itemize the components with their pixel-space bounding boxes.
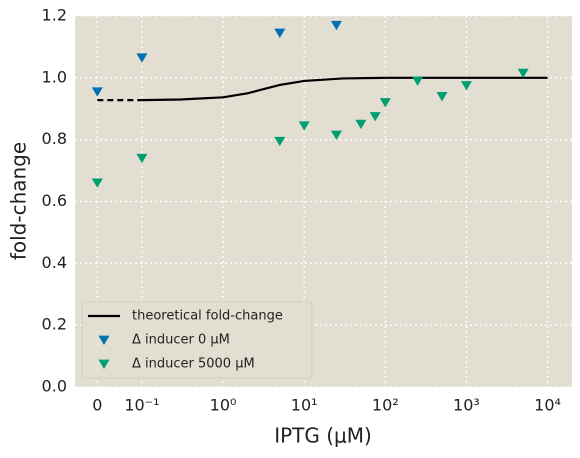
legend-label: theoretical fold-change [132,309,283,324]
marker [379,98,391,108]
y-tick-label: 0.4 [42,253,67,272]
marker [91,178,103,188]
y-tick-label: 0.0 [42,377,67,396]
marker [436,91,448,102]
y-tick-label: 1.0 [42,67,67,86]
marker [274,136,286,147]
y-tick-label: 0.2 [42,315,67,334]
legend-marker [98,359,110,369]
marker [298,121,310,131]
legend-label: Δ inducer 5000 μM [132,357,255,372]
y-tick-label: 0.8 [42,129,67,148]
marker [136,53,148,63]
legend-marker [98,335,110,345]
x-tick-label: 10⁻¹ [124,396,159,415]
line [141,76,548,102]
x-tick-label: 10¹ [291,396,318,415]
marker [460,81,472,91]
x-axis-label: IPTG (μM) [274,424,372,448]
y-tick-label: 0.6 [42,191,67,210]
marker [274,28,286,38]
marker [91,87,103,97]
marker [412,76,424,86]
y-axis-label: fold-change [7,142,31,260]
marker [355,119,367,130]
marker [330,130,342,140]
legend-box [81,301,313,379]
marker [136,153,148,164]
y-tick-label: 1.2 [42,6,67,25]
marker [330,20,342,31]
marker [369,112,381,122]
x-tick-label: 10³ [453,396,480,415]
x-tick-label: 10⁰ [210,396,237,415]
x-tick-label: 0 [92,396,102,415]
x-tick-label: 10⁴ [534,396,561,415]
marker [517,68,529,79]
x-tick-label: 10² [372,396,399,415]
legend-label: Δ inducer 0 μM [132,333,230,348]
